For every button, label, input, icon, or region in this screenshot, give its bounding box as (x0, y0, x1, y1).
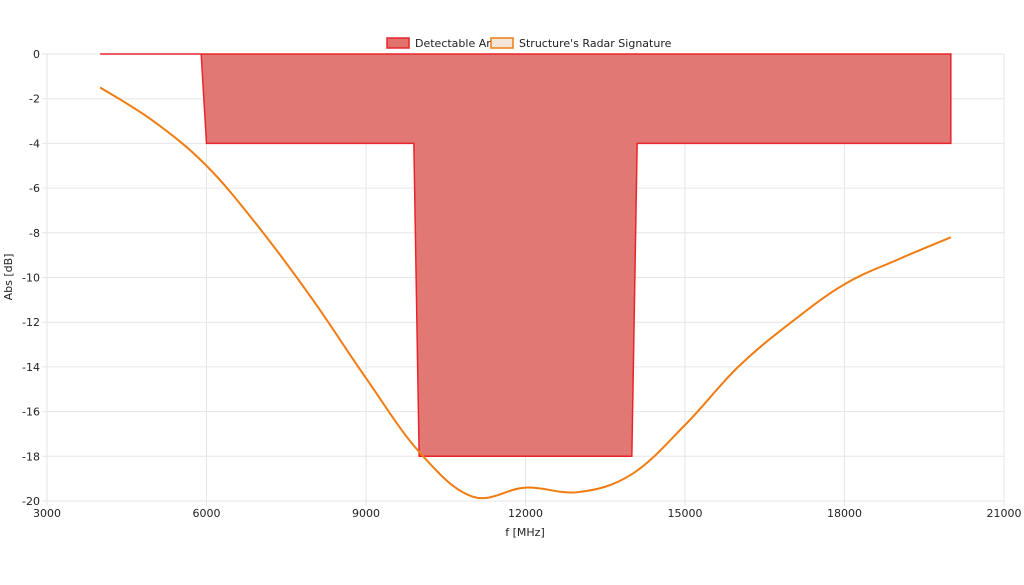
y-tick-label: -6 (29, 182, 40, 195)
legend-label-detectable-area: Detectable Area (415, 37, 504, 50)
y-tick-label: 0 (33, 48, 40, 61)
legend-label-radar-signature: Structure's Radar Signature (519, 37, 672, 50)
x-tick-label: 3000 (33, 507, 61, 520)
x-tick-label: 6000 (193, 507, 221, 520)
x-tick-label: 9000 (352, 507, 380, 520)
y-tick-label: -20 (22, 495, 40, 508)
axes-layer: 3000 6000 9000 12000 15000 18000 21000 0 -2 -4 -6 -… (22, 48, 1021, 520)
x-axis-title: f [MHz] (505, 526, 545, 539)
x-tick-label: 15000 (668, 507, 703, 520)
y-tick-label: -8 (29, 227, 40, 240)
x-tick-label: 18000 (827, 507, 862, 520)
y-tick-label: -14 (22, 361, 40, 374)
y-tick-label: -4 (29, 137, 40, 150)
y-tick-label: -16 (22, 406, 40, 419)
series-layer (99, 53, 952, 500)
y-tick-label: -10 (22, 272, 40, 285)
y-tick-label: -18 (22, 450, 40, 463)
y-tick-label: -2 (29, 93, 40, 106)
y-tick-label: -12 (22, 316, 40, 329)
x-tick-label: 21000 (987, 507, 1022, 520)
legend-swatch-radar-signature (490, 37, 514, 49)
detectable-area-polygon (100, 53, 952, 458)
y-axis-title: Abs [dB] (2, 254, 15, 301)
x-tick-label: 12000 (508, 507, 543, 520)
legend: Detectable Area Structure's Radar Signatu… (386, 37, 672, 50)
radar-signature-line (99, 86, 952, 500)
legend-swatch-detectable-area (386, 37, 410, 49)
